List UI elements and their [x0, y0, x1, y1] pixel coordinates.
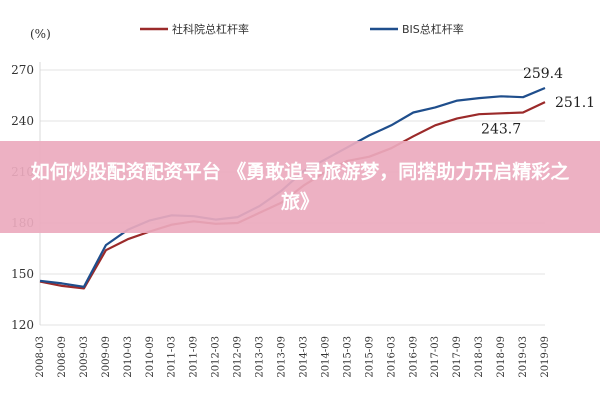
x-tick-label: 2013-09 — [277, 336, 288, 378]
x-tick-label: 2019-09 — [540, 336, 551, 378]
data-label: 243.7 — [481, 121, 521, 137]
x-tick-label: 2009-03 — [79, 336, 90, 378]
promo-banner-overlay: 如何炒股配资配资平台 《勇敢追寻旅游梦，同搭助力开启精彩之旅》 — [0, 141, 600, 233]
x-tick-label: 2008-03 — [35, 336, 46, 378]
y-axis-label: (%) — [30, 27, 51, 41]
x-tick-label: 2012-09 — [233, 336, 244, 378]
x-tick-label: 2013-03 — [255, 336, 266, 378]
x-tick-label: 2015-03 — [342, 336, 353, 378]
x-tick-label: 2016-09 — [408, 336, 419, 378]
legend-label-1: BIS总杠杆率 — [402, 22, 464, 36]
promo-banner-text: 如何炒股配资配资平台 《勇敢追寻旅游梦，同搭助力开启精彩之旅》 — [30, 161, 570, 213]
legend: 社科院总杠杆率 BIS总杠杆率 — [140, 22, 464, 36]
x-tick-label: 2011-03 — [167, 336, 178, 378]
x-tick-label: 2010-03 — [123, 336, 134, 378]
x-tick-label: 2017-03 — [430, 336, 441, 378]
x-tick-label: 2011-09 — [189, 336, 200, 378]
y-tick-label: 120 — [11, 318, 34, 332]
x-tick-label: 2014-03 — [298, 336, 309, 378]
x-tick-labels: 2008-03 2008-09 2009-03 2009-09 2010-03 2010-… — [35, 336, 551, 378]
x-tick-label: 2015-09 — [364, 336, 375, 378]
x-tick-label: 2018-03 — [474, 336, 485, 378]
x-tick-label: 2012-03 — [211, 336, 222, 378]
y-tick-label: 270 — [11, 63, 34, 77]
x-tick-label: 2008-09 — [57, 336, 68, 378]
x-tick-label: 2009-09 — [101, 336, 112, 378]
annotations: 259.4 251.1 243.7 — [481, 66, 595, 137]
data-label: 251.1 — [555, 95, 595, 111]
x-tick-label: 2017-09 — [452, 336, 463, 378]
y-tick-label: 240 — [11, 114, 34, 128]
x-tick-label: 2010-09 — [145, 336, 156, 378]
data-label: 259.4 — [523, 66, 563, 82]
legend-label-0: 社科院总杠杆率 — [172, 22, 249, 36]
x-tick-label: 2018-09 — [496, 336, 507, 378]
x-tick-label: 2019-03 — [518, 336, 529, 378]
x-tick-label: 2016-03 — [386, 336, 397, 378]
y-tick-label: 150 — [11, 267, 34, 281]
x-tick-label: 2014-09 — [320, 336, 331, 378]
